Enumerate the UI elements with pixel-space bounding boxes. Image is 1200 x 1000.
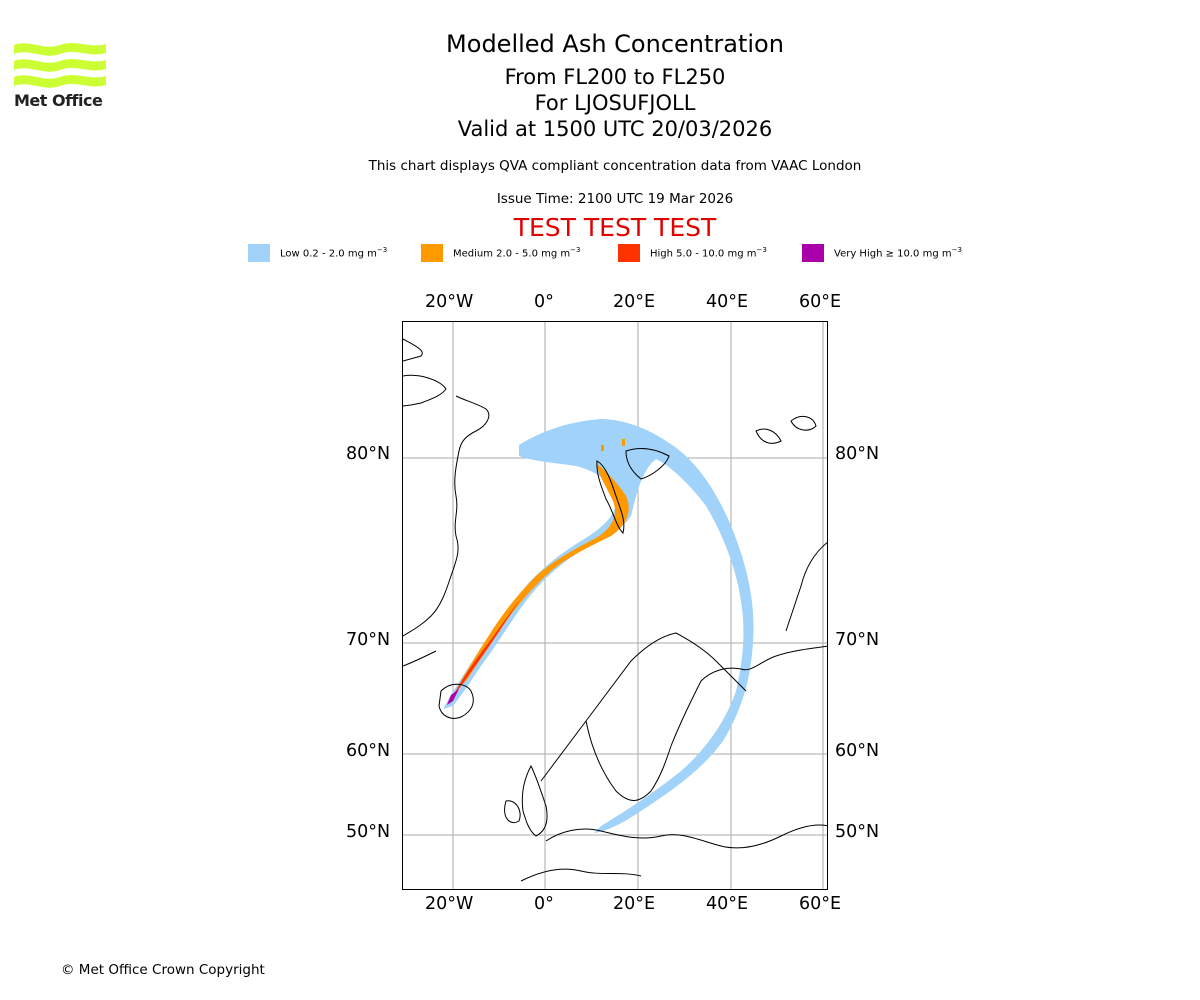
lat-tick-left: 70°N	[346, 630, 391, 650]
lon-tick-top: 0°	[534, 292, 554, 312]
gridlines	[403, 322, 827, 889]
lon-tick-bottom: 60°E	[799, 894, 842, 914]
ash-medium-region	[457, 439, 629, 689]
qva-description: This chart displays QVA compliant concen…	[368, 158, 862, 174]
legend-item-very-high: Very High ≥ 10.0 mg m−3	[802, 244, 962, 262]
legend-swatch-medium	[421, 244, 443, 262]
ash-low-region	[443, 419, 754, 833]
lat-tick-right: 60°N	[835, 741, 880, 761]
chart-title: Modelled Ash Concentration	[446, 30, 784, 58]
volcano-name: For LJOSUFJOLL	[534, 91, 696, 115]
lat-tick-right: 80°N	[835, 444, 880, 464]
logo-text: Met Office	[14, 91, 103, 110]
lat-tick-right: 70°N	[835, 630, 880, 650]
lon-tick-bottom: 40°E	[706, 894, 749, 914]
copyright-footer: © Met Office Crown Copyright	[61, 962, 265, 978]
lat-tick-left: 60°N	[346, 741, 391, 761]
lon-tick-top: 20°E	[613, 292, 656, 312]
valid-time: Valid at 1500 UTC 20/03/2026	[457, 117, 773, 141]
legend-item-medium: Medium 2.0 - 5.0 mg m−3	[421, 244, 580, 262]
legend-item-low: Low 0.2 - 2.0 mg m−3	[248, 244, 387, 262]
lon-tick-bottom: 20°W	[425, 894, 474, 914]
lon-tick-top: 20°W	[425, 292, 474, 312]
lon-tick-bottom: 0°	[534, 894, 554, 914]
legend-swatch-low	[248, 244, 270, 262]
chart-subtitles: From FL200 to FL250 For LJOSUFJOLL Valid…	[0, 64, 1200, 142]
lon-tick-top: 40°E	[706, 292, 749, 312]
met-office-logo-icon	[14, 43, 106, 88]
ash-very-high-region	[447, 689, 459, 705]
legend-swatch-high	[618, 244, 640, 262]
map-canvas	[403, 322, 827, 889]
coastlines	[403, 338, 827, 882]
ash-high-region	[453, 591, 526, 696]
lat-tick-right: 50°N	[835, 822, 880, 842]
ash-map	[402, 321, 828, 890]
legend-swatch-very-high	[802, 244, 824, 262]
legend-item-high: High 5.0 - 10.0 mg m−3	[618, 244, 767, 262]
issue-time: Issue Time: 2100 UTC 19 Mar 2026	[496, 191, 734, 207]
lon-tick-top: 60°E	[799, 292, 842, 312]
lon-tick-bottom: 20°E	[613, 894, 656, 914]
test-banner: TEST TEST TEST	[513, 213, 717, 242]
lat-tick-left: 80°N	[346, 444, 391, 464]
lat-tick-left: 50°N	[346, 822, 391, 842]
flight-level-range: From FL200 to FL250	[504, 65, 726, 89]
